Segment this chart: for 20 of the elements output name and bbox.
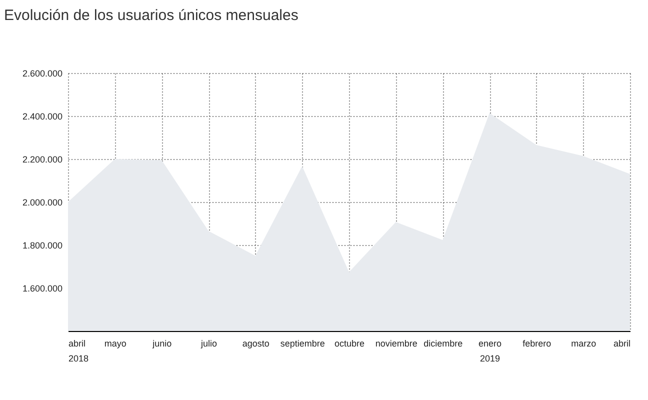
x-tick-label: noviembre	[375, 338, 418, 348]
y-tick-label: 2.000.000	[22, 198, 62, 208]
x-tick-label: agosto	[242, 338, 270, 348]
y-tick-label: 2.400.000	[22, 112, 62, 122]
x-tick-label: septiembre	[280, 338, 325, 348]
x-tick-label: julio	[200, 338, 218, 348]
x-tick-label: junio	[152, 338, 172, 348]
y-tick-label: 1.600.000	[22, 284, 62, 294]
y-tick-label: 2.200.000	[22, 154, 62, 164]
y-tick-label: 1.800.000	[22, 240, 62, 250]
x-tick-label: abril	[613, 338, 630, 348]
chart-title: Evolución de los usuarios únicos mensuales	[4, 7, 298, 24]
x-tick-label: abril 2018	[68, 338, 89, 364]
x-tick-label: diciembre	[424, 338, 463, 348]
x-tick-label: mayo	[104, 338, 126, 348]
y-tick-label: 2.600.000	[22, 68, 62, 78]
x-tick-label: marzo	[571, 338, 596, 348]
x-tick-label: febrero	[522, 338, 552, 348]
x-tick-label: enero 2019	[478, 338, 502, 364]
x-tick-label: octubre	[334, 338, 365, 348]
